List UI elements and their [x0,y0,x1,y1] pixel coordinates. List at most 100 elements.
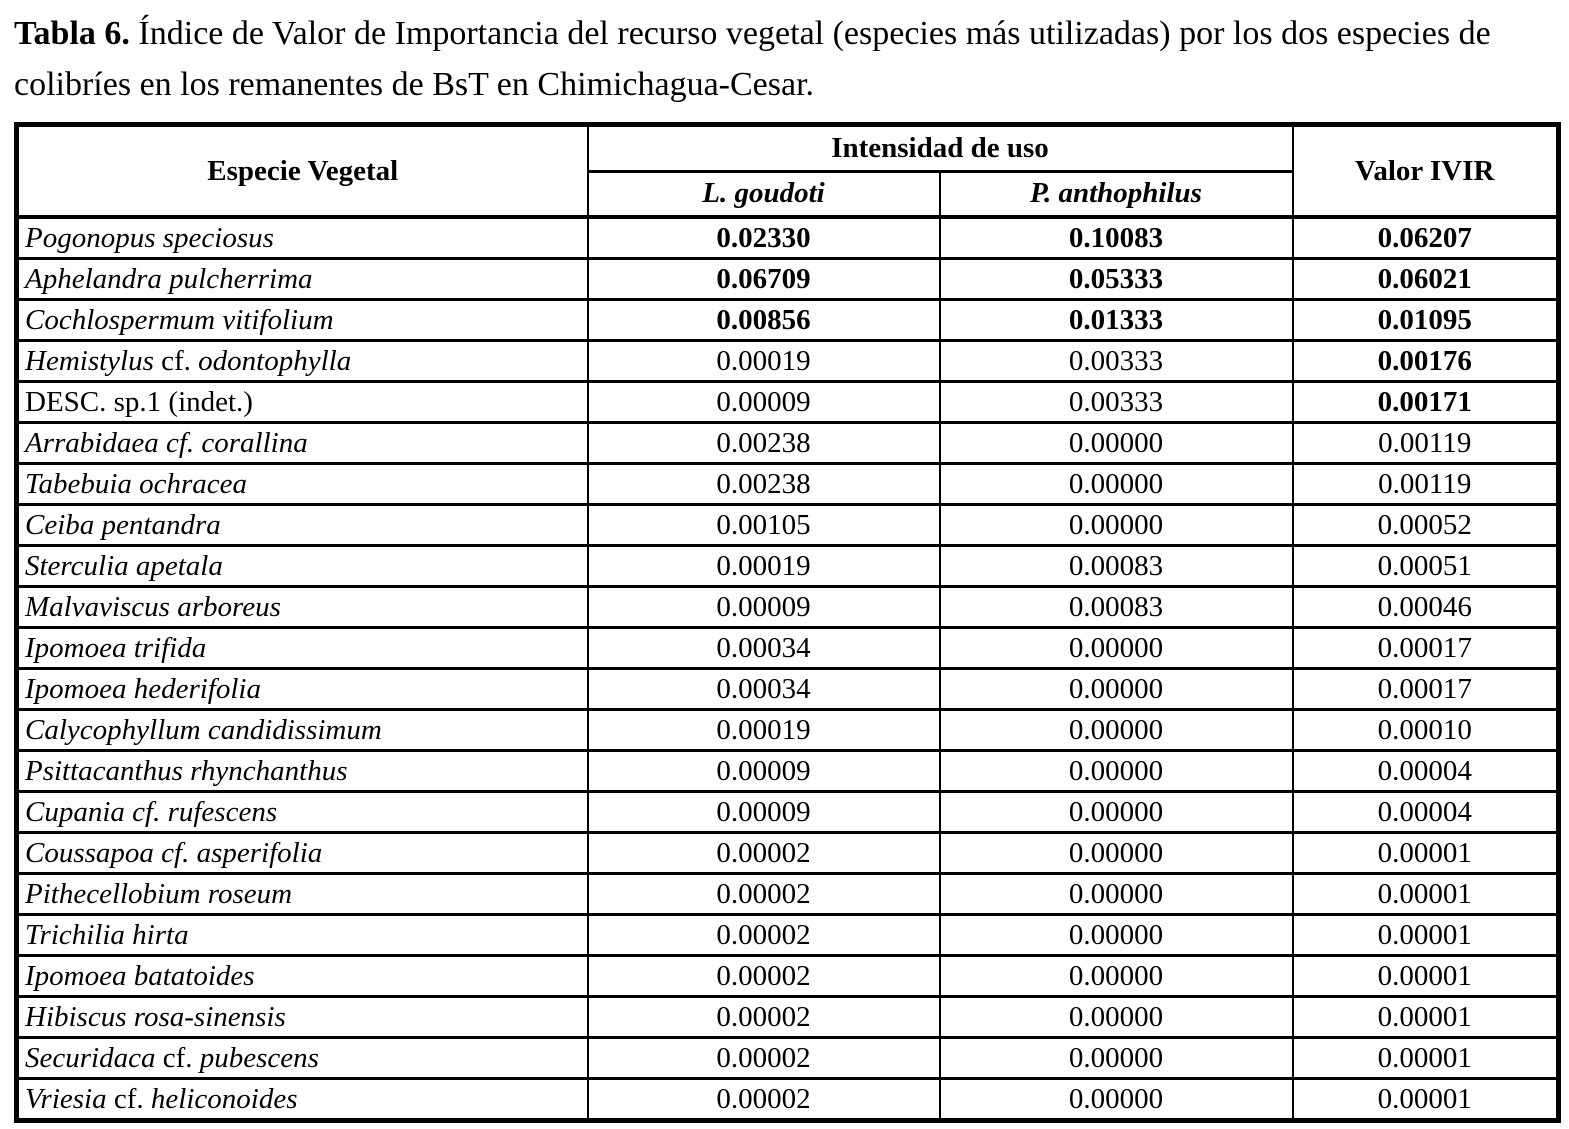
species-name-cell: Ipomoea trifida [15,626,589,670]
anthophilus-value-cell: 0.00000 [938,872,1294,916]
table-caption-label: Tabla 6. [14,15,130,52]
goudoti-value-cell: 0.00002 [586,1036,941,1080]
anthophilus-value-cell: 0.00000 [938,1036,1294,1080]
anthophilus-value-cell: 0.00000 [938,503,1294,547]
goudoti-value-cell: 0.00034 [586,667,941,711]
species-name-segment: Ipomoea hederifolia [25,672,261,705]
species-name-cell: Sterculia apetala [15,544,589,588]
ivir-value-cell: 0.00001 [1291,872,1560,916]
table-row: Malvaviscus arboreus 0.00009 0.00083 0.0004… [15,585,1560,629]
ivir-value-cell: 0.00001 [1291,831,1560,875]
table-row: Psittacanthus rhynchanthus 0.00009 0.00000… [15,749,1560,793]
anthophilus-value-cell: 0.00000 [938,708,1294,752]
table-row: Sterculia apetala 0.00019 0.00083 0.00051 [15,544,1560,588]
table-row: Ipomoea hederifolia 0.00034 0.00000 0.00017 [15,667,1560,711]
species-name-cell: Pogonopus speciosus [15,215,589,260]
table-row: Ipomoea trifida 0.00034 0.00000 0.00017 [15,626,1560,670]
species-name-cell: Pithecellobium roseum [15,872,589,916]
species-name-cell: DESC. sp.1 (indet.) [15,380,589,424]
species-name-segment: Ceiba pentandra [25,508,221,541]
ivir-table: Especie Vegetal Intensidad de uso Valor … [14,122,1561,1123]
goudoti-value-cell: 0.00009 [586,790,941,834]
species-name-segment: Pithecellobium roseum [25,877,293,910]
goudoti-value-cell: 0.00002 [586,872,941,916]
anthophilus-value-cell: 0.00000 [938,749,1294,793]
table-row: Cupania cf. rufescens 0.00009 0.00000 0.000… [15,790,1560,834]
ivir-value-cell: 0.00171 [1291,380,1560,424]
goudoti-value-cell: 0.00019 [586,708,941,752]
anthophilus-value-cell: 0.00000 [938,1077,1294,1122]
species-name-cell: Trichilia hirta [15,913,589,957]
ivir-value-cell: 0.00052 [1291,503,1560,547]
anthophilus-value-cell: 0.01333 [938,298,1294,342]
goudoti-value-cell: 0.00009 [586,749,941,793]
species-name-segment: DESC. sp.1 (indet.) [25,385,253,418]
species-name-cell: Ipomoea hederifolia [15,667,589,711]
goudoti-value-cell: 0.00034 [586,626,941,670]
species-name-segment: Ipomoea trifida [25,631,207,664]
header-p-anthophilus: P. anthophilus [938,171,1294,219]
species-name-cell: Ceiba pentandra [15,503,589,547]
table-row: Hibiscus rosa-sinensis 0.00002 0.00000 0.00… [15,995,1560,1039]
anthophilus-value-cell: 0.00333 [938,380,1294,424]
species-name-cell: Hemistylus cf. odontophylla [15,339,589,383]
header-row-sub: L. goudoti P. anthophilus [17,171,1559,219]
table-row: Hemistylus cf. odontophylla 0.00019 0.0033… [15,339,1560,383]
ivir-value-cell: 0.00017 [1291,626,1560,670]
species-name-segment: cf. [162,1041,200,1074]
goudoti-value-cell: 0.00238 [586,462,941,506]
ivir-value-cell: 0.06021 [1291,257,1560,301]
species-name-segment: Coussapoa cf. asperifolia [25,836,323,869]
ivir-value-cell: 0.00017 [1291,667,1560,711]
anthophilus-value-cell: 0.00000 [938,831,1294,875]
table-row: Cochlospermum vitifolium 0.00856 0.01333 0.… [15,298,1560,342]
species-name-cell: Securidaca cf. pubescens [15,1036,589,1080]
ivir-value-cell: 0.00001 [1291,913,1560,957]
anthophilus-value-cell: 0.00000 [938,626,1294,670]
anthophilus-value-cell: 0.00000 [938,995,1294,1039]
anthophilus-value-cell: 0.00000 [938,913,1294,957]
ivir-value-cell: 0.00004 [1291,749,1560,793]
species-name-cell: Psittacanthus rhynchanthus [15,749,589,793]
table-row: Arrabidaea cf. corallina 0.00238 0.00000 0.… [15,421,1560,465]
goudoti-value-cell: 0.00019 [586,339,941,383]
species-name-cell: Aphelandra pulcherrima [15,257,589,301]
ivir-value-cell: 0.00001 [1291,954,1560,998]
species-name-segment: Trichilia hirta [25,918,189,951]
species-name-segment: Aphelandra pulcherrima [25,262,313,295]
anthophilus-value-cell: 0.05333 [938,257,1294,301]
species-name-cell: Vriesia cf. heliconoides [15,1077,589,1122]
ivir-value-cell: 0.00119 [1291,462,1560,506]
ivir-value-cell: 0.00176 [1291,339,1560,383]
species-name-cell: Coussapoa cf. asperifolia [15,831,589,875]
species-name-segment: Hibiscus rosa-sinensis [25,1000,286,1033]
table-row: Ipomoea batatoides 0.00002 0.00000 0.00001 [15,954,1560,998]
species-name-segment: Ipomoea batatoides [25,959,255,992]
ivir-value-cell: 0.06207 [1291,215,1560,260]
anthophilus-value-cell: 0.00000 [938,790,1294,834]
table-row: Securidaca cf. pubescens 0.00002 0.00000 0.… [15,1036,1560,1080]
table-row: Vriesia cf. heliconoides 0.00002 0.00000 0.… [15,1077,1560,1122]
table-row: Pogonopus speciosus 0.02330 0.10083 0.06207 [15,215,1560,260]
anthophilus-value-cell: 0.00083 [938,585,1294,629]
ivir-value-cell: 0.00051 [1291,544,1560,588]
species-name-segment: Pogonopus speciosus [25,221,274,254]
table-row: Aphelandra pulcherrima 0.06709 0.05333 0.06… [15,257,1560,301]
table-row: Coussapoa cf. asperifolia 0.00002 0.00000 0… [15,831,1560,875]
table-row: Trichilia hirta 0.00002 0.00000 0.00001 [15,913,1560,957]
species-name-segment: cf. [113,1082,151,1115]
table-row: Tabebuia ochracea 0.00238 0.00000 0.00119 [15,462,1560,506]
table-row: DESC. sp.1 (indet.) 0.00009 0.00333 0.00171 [15,380,1560,424]
goudoti-value-cell: 0.00019 [586,544,941,588]
anthophilus-value-cell: 0.00333 [938,339,1294,383]
table-row: Calycophyllum candidissimum 0.00019 0.0000… [15,708,1560,752]
species-name-segment: Securidaca [25,1041,163,1074]
species-name-cell: Hibiscus rosa-sinensis [15,995,589,1039]
goudoti-value-cell: 0.00002 [586,1077,941,1122]
anthophilus-value-cell: 0.00000 [938,421,1294,465]
species-name-segment: Vriesia [25,1082,114,1115]
species-name-segment: odontophylla [198,344,352,377]
goudoti-value-cell: 0.00002 [586,831,941,875]
species-name-cell: Calycophyllum candidissimum [15,708,589,752]
